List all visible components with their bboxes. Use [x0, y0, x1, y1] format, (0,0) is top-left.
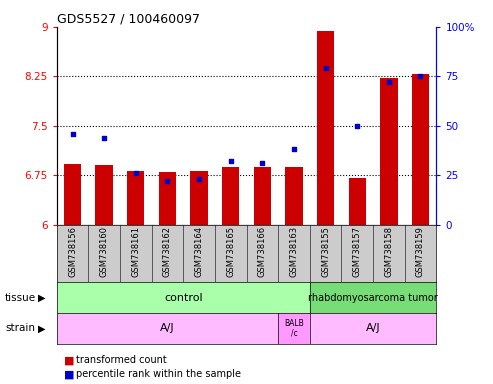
Point [100, 134, 108, 141]
Text: rhabdomyosarcoma tumor: rhabdomyosarcoma tumor [308, 293, 438, 303]
Text: GDS5527 / 100460097: GDS5527 / 100460097 [57, 13, 200, 26]
Text: GSM738160: GSM738160 [100, 227, 108, 277]
Text: GSM738162: GSM738162 [163, 227, 172, 277]
Text: GSM738165: GSM738165 [226, 227, 235, 277]
Point [195, 176, 203, 182]
Bar [159, 172, 176, 225]
Point [69, 131, 76, 137]
Text: GSM738156: GSM738156 [68, 227, 77, 277]
Bar [96, 166, 113, 225]
Bar [317, 31, 334, 225]
Text: ▶: ▶ [38, 293, 46, 303]
Point [417, 73, 424, 79]
Point [227, 158, 235, 164]
Text: ▶: ▶ [38, 323, 46, 333]
Text: A/J: A/J [366, 323, 380, 333]
Text: transformed count: transformed count [76, 355, 167, 365]
Bar [380, 78, 397, 225]
Text: A/J: A/J [160, 323, 175, 333]
Bar [349, 179, 366, 225]
Bar [64, 164, 81, 225]
Bar [57, 282, 310, 313]
Text: GSM738166: GSM738166 [258, 227, 267, 278]
Text: control: control [164, 293, 203, 303]
Text: GSM738155: GSM738155 [321, 227, 330, 277]
Point [132, 170, 140, 176]
Text: ■: ■ [64, 355, 74, 365]
Bar [278, 313, 310, 344]
Text: GSM738163: GSM738163 [289, 227, 298, 278]
Bar [57, 313, 278, 344]
Text: GSM738159: GSM738159 [416, 227, 425, 277]
Bar [253, 167, 271, 225]
Text: ■: ■ [64, 369, 74, 379]
Point [353, 123, 361, 129]
Bar [310, 282, 436, 313]
Bar [127, 170, 144, 225]
Text: GSM738161: GSM738161 [131, 227, 141, 277]
Text: GSM738158: GSM738158 [385, 227, 393, 277]
Point [385, 79, 393, 85]
Text: GSM738164: GSM738164 [195, 227, 204, 277]
Text: percentile rank within the sample: percentile rank within the sample [76, 369, 242, 379]
Point [290, 146, 298, 152]
Point [164, 178, 172, 184]
Point [321, 65, 329, 71]
Text: GSM738157: GSM738157 [352, 227, 362, 277]
Bar [190, 170, 208, 225]
Bar [285, 167, 303, 225]
Bar [412, 74, 429, 225]
Text: BALB
/c: BALB /c [284, 319, 304, 338]
Point [258, 160, 266, 166]
Text: strain: strain [5, 323, 35, 333]
Bar [310, 313, 436, 344]
Bar [222, 167, 240, 225]
Text: tissue: tissue [5, 293, 36, 303]
